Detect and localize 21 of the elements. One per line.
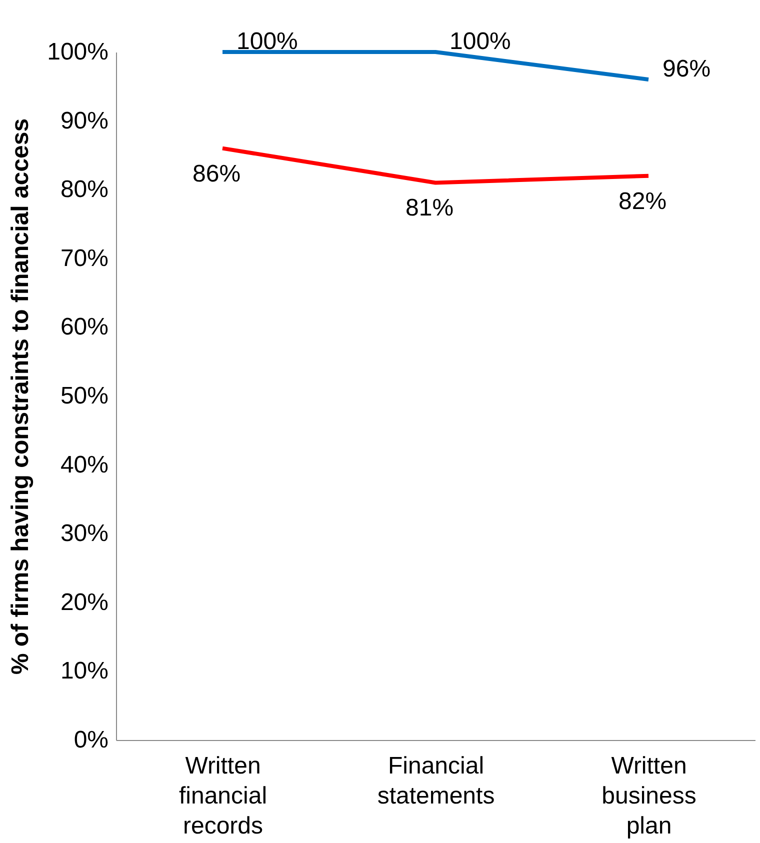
data-label: 96% [662,56,711,83]
data-label: 81% [406,194,454,222]
y-tick-label: 50% [60,382,108,410]
y-tick-label: 0% [74,726,108,754]
y-tick-label: 20% [60,588,108,616]
y-tick-label: 40% [60,451,108,478]
data-label: 100% [236,28,298,55]
data-label: 86% [192,160,241,188]
y-tick-label: 100% [47,38,108,66]
y-tick-label: 90% [60,107,108,134]
y-tick-label: 60% [60,314,108,341]
y-tick-label: 30% [60,520,108,548]
x-tick-label: Written financial records [178,752,268,840]
x-tick-label: Written business plan [602,752,696,840]
data-label: 82% [618,188,667,215]
y-tick-label: 10% [60,658,108,685]
y-axis-title: % of firms having constraints to financial access [7,118,34,675]
data-label: 100% [450,28,511,55]
y-tick-label: 80% [60,176,108,204]
x-tick-label: Financial statements [377,752,495,810]
y-tick-label: 70% [60,244,108,272]
